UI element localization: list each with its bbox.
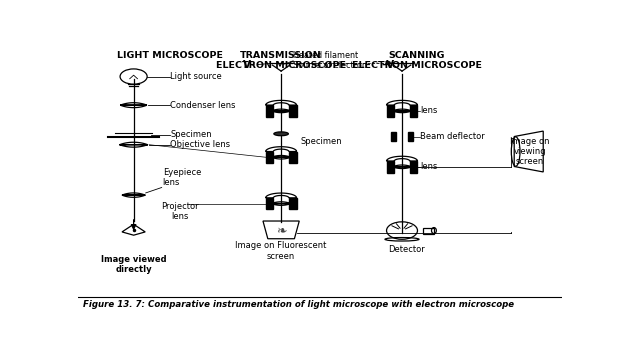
Bar [266, 152, 273, 163]
Text: LIGHT MICROSCOPE: LIGHT MICROSCOPE [117, 51, 223, 60]
Text: Detector: Detector [389, 245, 425, 254]
Text: lens: lens [421, 162, 438, 171]
Text: Beam deflector: Beam deflector [421, 132, 485, 141]
Bar [386, 161, 394, 172]
Bar [289, 152, 296, 163]
Bar [289, 105, 296, 116]
Text: –V: –V [382, 59, 395, 69]
Bar [423, 228, 434, 234]
Text: Specimen: Specimen [170, 130, 212, 139]
Bar [266, 105, 273, 116]
Bar [386, 105, 394, 116]
Ellipse shape [274, 132, 288, 136]
Bar [266, 198, 273, 209]
Text: Eyepiece
lens: Eyepiece lens [163, 167, 201, 187]
Bar [408, 132, 412, 141]
Text: Projector
lens: Projector lens [161, 202, 198, 221]
Text: Condenser lens: Condenser lens [170, 101, 236, 110]
Bar [289, 198, 296, 209]
Text: Image on
viewing
screen: Image on viewing screen [510, 137, 550, 166]
Text: TRANSMISSION
ELECTRON MICROSCOPE: TRANSMISSION ELECTRON MICROSCOPE [216, 51, 346, 70]
Bar [410, 105, 417, 116]
Text: V–: V– [243, 59, 256, 69]
Text: Image viewed
directly: Image viewed directly [101, 255, 167, 274]
Text: Heated filament
Source of electron: Heated filament Source of electron [293, 51, 367, 70]
Bar [391, 132, 396, 141]
Text: Image on Fluorescent
screen: Image on Fluorescent screen [235, 241, 327, 261]
Bar [410, 161, 417, 172]
Text: Specimen: Specimen [301, 137, 342, 145]
Text: Objective lens: Objective lens [170, 140, 230, 149]
Text: SCANNING
ELECTRON MICROSCOPE: SCANNING ELECTRON MICROSCOPE [351, 51, 482, 70]
Text: lens: lens [421, 107, 438, 115]
Text: Light source: Light source [170, 72, 222, 81]
Text: Figure 13. 7: Comparative instrumentation of light microscope with electron micr: Figure 13. 7: Comparative instrumentatio… [83, 300, 514, 309]
Text: ❧: ❧ [276, 224, 286, 237]
